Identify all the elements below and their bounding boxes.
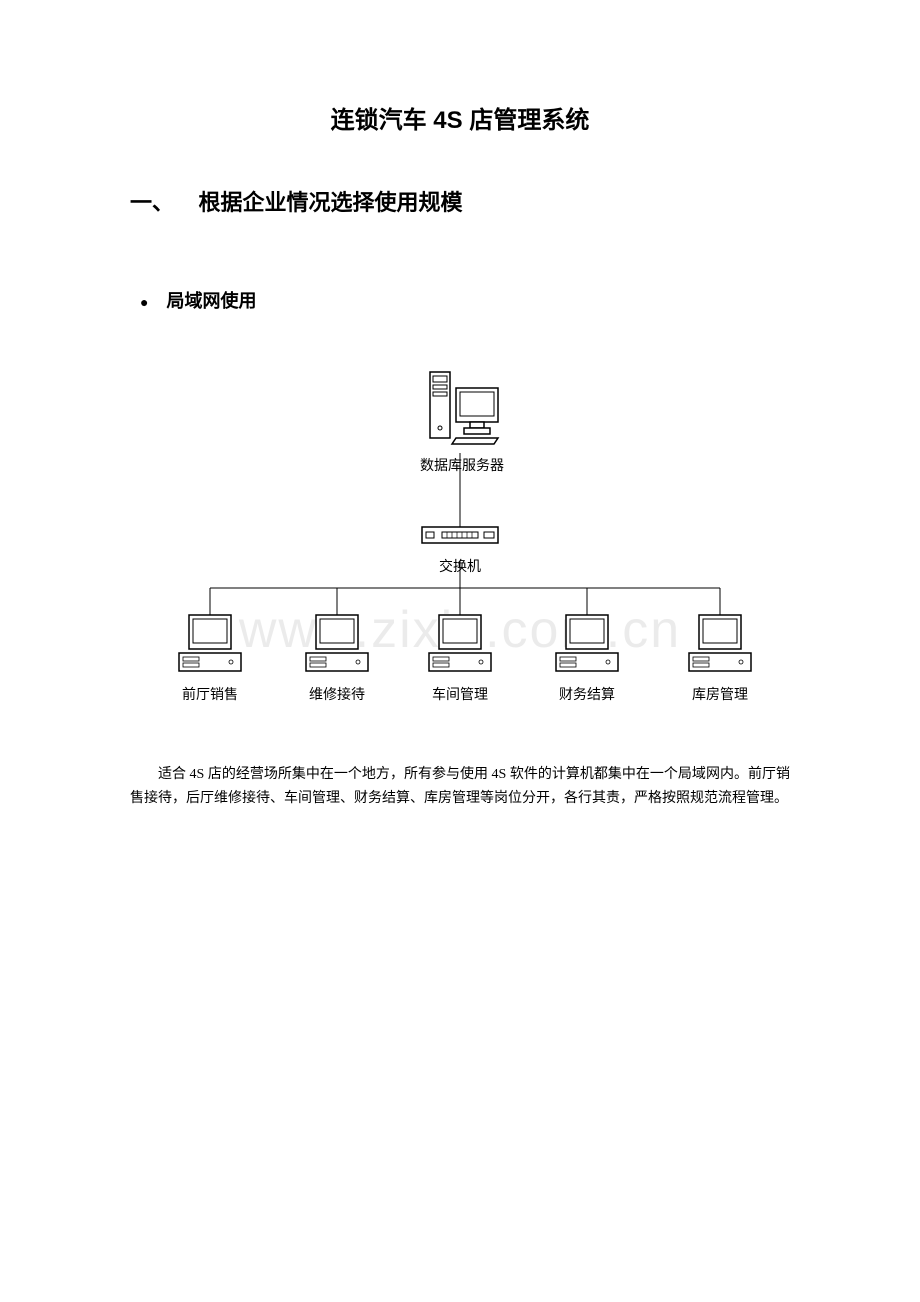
server-label: 数据库服务器	[420, 455, 504, 475]
server-node: 数据库服务器	[420, 368, 504, 475]
client-label-1: 维修接待	[302, 684, 372, 704]
client-node-1: 维修接待	[302, 613, 372, 704]
switch-icon	[420, 523, 500, 547]
client-label-2: 车间管理	[425, 684, 495, 704]
bullet-header: 局域网使用	[140, 287, 790, 313]
client-node-2: 车间管理	[425, 613, 495, 704]
workstation-icon	[425, 613, 495, 675]
page: 连锁汽车 4S 店管理系统 一、 根据企业情况选择使用规模 局域网使用	[0, 0, 920, 811]
workstation-icon	[302, 613, 372, 675]
client-node-0: 前厅销售	[175, 613, 245, 704]
section-header: 一、 根据企业情况选择使用规模	[130, 185, 790, 217]
client-label-0: 前厅销售	[175, 684, 245, 704]
workstation-icon	[552, 613, 622, 675]
client-node-3: 财务结算	[552, 613, 622, 704]
section-number: 一、	[130, 190, 174, 215]
network-diagram: 数据库服务器 交换机	[130, 363, 790, 713]
workstation-icon	[175, 613, 245, 675]
body-paragraph: 适合 4S 店的经营场所集中在一个地方，所有参与使用 4S 软件的计算机都集中在…	[130, 763, 790, 811]
switch-node: 交换机	[420, 523, 500, 576]
section-title: 根据企业情况选择使用规模	[199, 190, 463, 215]
client-node-4: 库房管理	[685, 613, 755, 704]
client-label-3: 财务结算	[552, 684, 622, 704]
document-title: 连锁汽车 4S 店管理系统	[130, 100, 790, 135]
workstation-icon	[685, 613, 755, 675]
server-icon	[422, 368, 502, 446]
switch-label: 交换机	[420, 556, 500, 576]
client-label-4: 库房管理	[685, 684, 755, 704]
